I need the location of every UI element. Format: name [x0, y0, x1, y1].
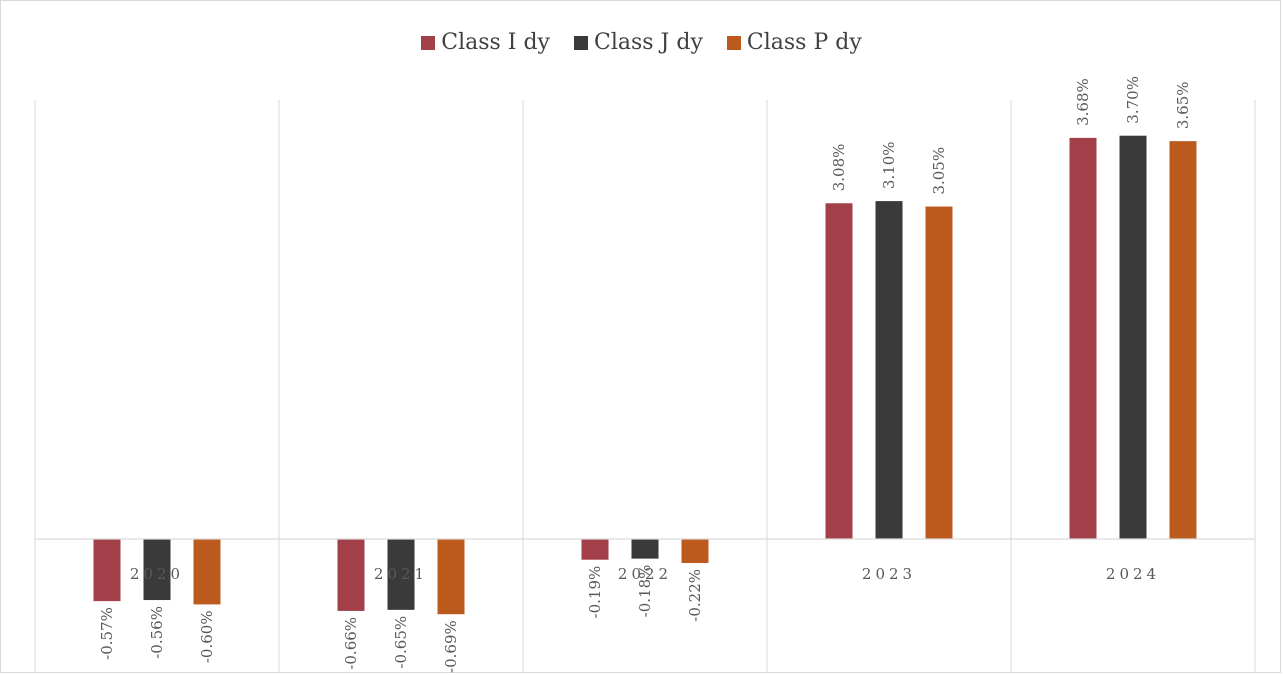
bar-2020-3 [193, 539, 221, 605]
legend-swatch-class-j [574, 35, 588, 50]
data-label-2020-3: -0.60% [198, 610, 216, 663]
data-label-2021-1: -0.66% [342, 617, 360, 670]
data-label-2022-1: -0.19% [586, 566, 604, 619]
bar-2024-2 [1119, 135, 1147, 539]
bar-2022-3 [681, 539, 709, 563]
legend-item-class-p: Class P dy [726, 30, 862, 55]
legend-item-class-j: Class J dy [574, 30, 703, 55]
category-label-2023: 2023 [862, 565, 916, 583]
legend-swatch-class-i [421, 35, 436, 50]
category-label-2021: 2021 [374, 565, 428, 583]
legend: Class I dy Class J dy Class P dy [0, 30, 1283, 55]
bar-2021-3 [437, 539, 465, 615]
data-label-2024-1: 3.68% [1074, 78, 1092, 126]
bar-2023-3 [925, 206, 953, 540]
bar-2020-1 [93, 539, 121, 602]
legend-label-class-p: Class P dy [746, 30, 862, 55]
data-label-2022-3: -0.22% [686, 569, 704, 622]
bar-2020-2 [143, 539, 171, 601]
data-label-2021-3: -0.69% [442, 620, 460, 673]
category-label-2020: 2020 [130, 565, 184, 583]
data-label-2020-2: -0.56% [148, 606, 166, 659]
data-label-2023-1: 3.08% [830, 144, 848, 192]
bar-2022-2 [631, 539, 659, 559]
bar-2023-2 [875, 201, 903, 539]
data-label-2024-2: 3.70% [1124, 76, 1142, 124]
bar-2021-2 [387, 539, 415, 610]
category-label-2022: 2022 [618, 565, 672, 583]
data-label-2021-2: -0.65% [392, 616, 410, 669]
category-label-2024: 2024 [1106, 565, 1160, 583]
data-label-2024-3: 3.65% [1174, 81, 1192, 129]
bar-2021-1 [337, 539, 365, 611]
data-label-2023-2: 3.10% [880, 141, 898, 189]
legend-item-class-i: Class I dy [421, 30, 550, 55]
bar-2024-1 [1069, 137, 1097, 539]
data-label-2022-2: -0.18% [636, 565, 654, 618]
legend-label-class-j: Class J dy [594, 30, 703, 55]
legend-label-class-i: Class I dy [441, 30, 550, 55]
legend-swatch-class-p [726, 35, 741, 50]
data-label-2023-3: 3.05% [930, 147, 948, 195]
bar-2023-1 [825, 203, 853, 539]
data-label-2020-1: -0.57% [98, 607, 116, 660]
bar-2024-3 [1169, 141, 1197, 539]
bar-2022-1 [581, 539, 609, 560]
